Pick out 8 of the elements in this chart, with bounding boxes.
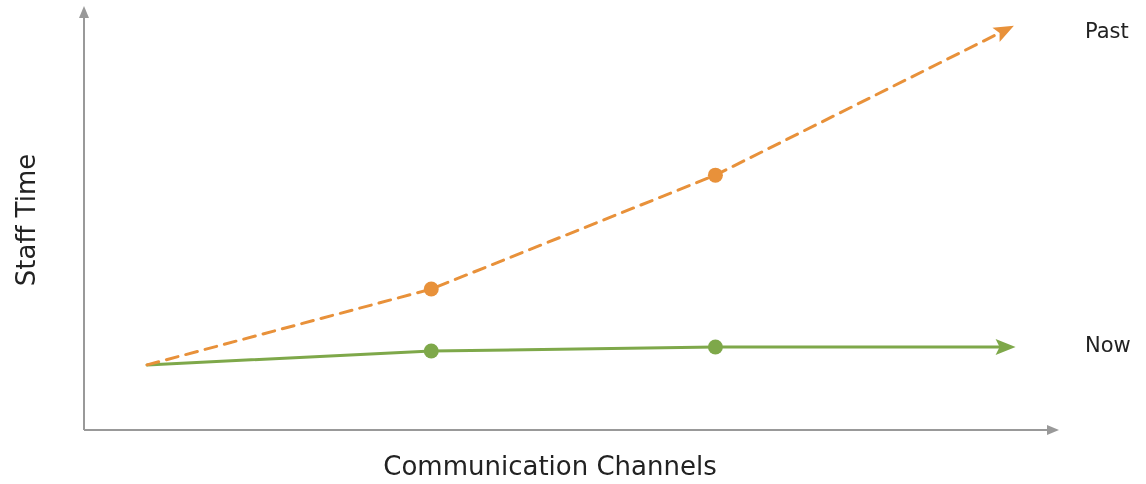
text: Past	[1085, 19, 1129, 44]
point	[707, 167, 723, 183]
point	[423, 281, 439, 297]
text: Now	[1085, 333, 1131, 358]
point	[423, 343, 439, 359]
x-axis-title: Communication Channels	[383, 450, 717, 481]
y-axis-title: Staff Time	[10, 153, 41, 287]
point	[707, 339, 723, 355]
